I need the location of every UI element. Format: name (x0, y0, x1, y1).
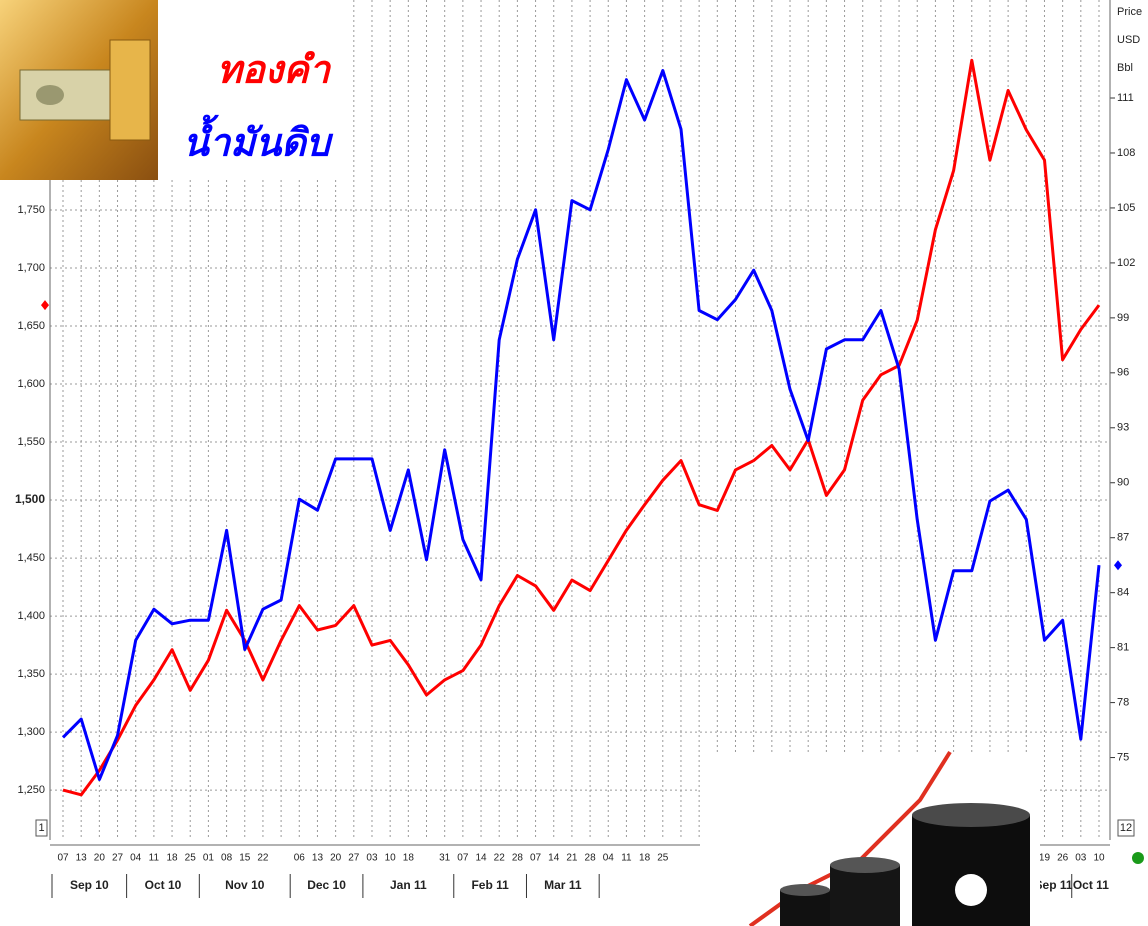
y2-tick-label: 75 (1117, 751, 1129, 763)
month-label: Oct 10 (145, 878, 182, 892)
y2-tick-label: 111 (1117, 92, 1134, 104)
x-tick-label: 18 (166, 853, 178, 864)
y2-tick-label: 108 (1117, 147, 1135, 159)
y2-axis-label: Price (1117, 6, 1142, 18)
x-tick-label: 18 (403, 853, 415, 864)
x-tick-label: 11 (149, 853, 160, 864)
month-label: Oct 11 (1073, 878, 1109, 892)
x-tick-label: 31 (439, 853, 451, 864)
x-tick-label: 04 (130, 853, 142, 864)
gold-picture (0, 0, 158, 180)
x-tick-label: 22 (494, 853, 506, 864)
corner-label: 12 (1120, 822, 1132, 834)
x-tick-label: 04 (603, 853, 615, 864)
y2-tick-label: 87 (1117, 532, 1129, 544)
x-tick-label: 20 (94, 853, 106, 864)
month-label: Mar 11 (544, 878, 582, 892)
x-tick-label: 26 (1057, 853, 1069, 864)
x-tick-label: 07 (457, 853, 469, 864)
month-label: Sep 10 (70, 878, 109, 892)
y2-tick-label: 102 (1117, 257, 1135, 269)
oil-picture (700, 752, 1040, 926)
month-label: Jan 11 (390, 878, 427, 892)
legend-gold: ทองคำ (217, 48, 332, 92)
legend-oil: น้ำมันดิบ (183, 115, 334, 165)
x-tick-label: 14 (475, 853, 487, 864)
y-tick-label: 1,650 (17, 320, 45, 332)
x-tick-label: 14 (548, 853, 560, 864)
x-tick-label: 13 (312, 853, 324, 864)
x-tick-label: 25 (657, 853, 669, 864)
x-tick-label: 25 (185, 853, 197, 864)
x-tick-label: 21 (566, 853, 578, 864)
y-tick-label: 1,700 (17, 262, 45, 274)
y2-tick-label: 105 (1117, 202, 1135, 214)
x-tick-label: 03 (366, 853, 378, 864)
x-tick-label: 27 (112, 853, 124, 864)
month-label: Nov 10 (225, 878, 265, 892)
x-tick-label: 28 (585, 853, 597, 864)
x-tick-label: 28 (512, 853, 524, 864)
x-tick-label: 08 (221, 853, 233, 864)
y2-tick-label: 93 (1117, 422, 1129, 434)
y-tick-label: 1,400 (17, 610, 45, 622)
x-tick-label: 10 (385, 853, 397, 864)
y2-tick-label: 81 (1117, 642, 1129, 654)
y-tick-label: 1,450 (17, 552, 45, 564)
y-tick-label: 1,600 (17, 378, 45, 390)
status-dot (1132, 852, 1144, 864)
x-tick-label: 01 (203, 853, 215, 864)
y2-tick-label: 84 (1117, 587, 1129, 599)
x-tick-label: 07 (57, 853, 69, 864)
month-label: Sep 11 (1035, 878, 1073, 892)
y2-axis-label: Bbl (1117, 62, 1133, 74)
x-tick-label: 11 (621, 853, 632, 864)
x-tick-label: 27 (348, 853, 360, 864)
month-label: Dec 10 (307, 878, 346, 892)
x-tick-label: 19 (1039, 853, 1051, 864)
y-tick-label: 1,350 (17, 668, 45, 680)
x-tick-label: 18 (639, 853, 651, 864)
y2-tick-label: 90 (1117, 477, 1129, 489)
y-tick-label: 1,500 (15, 492, 45, 506)
x-tick-label: 13 (76, 853, 88, 864)
y-tick-label: 1,550 (17, 436, 45, 448)
x-tick-label: 22 (257, 853, 269, 864)
corner-label: 1 (38, 822, 44, 834)
y2-axis-label: USD (1117, 34, 1140, 46)
x-tick-label: 07 (530, 853, 542, 864)
y2-tick-label: 99 (1117, 312, 1129, 324)
y2-tick-label: 96 (1117, 367, 1129, 379)
y-tick-label: 1,250 (17, 784, 45, 796)
x-tick-label: 10 (1093, 853, 1105, 864)
y2-tick-label: 78 (1117, 697, 1129, 709)
month-label: Feb 11 (471, 878, 509, 892)
x-tick-label: 06 (294, 853, 306, 864)
x-tick-label: 03 (1075, 853, 1087, 864)
chart: 1,250 1,300 1,350 1,400 1,450 1,500 1,550 1,600… (0, 0, 1148, 926)
y-tick-label: 1,300 (17, 726, 45, 738)
y-tick-label: 1,750 (17, 204, 45, 216)
x-tick-label: 20 (330, 853, 342, 864)
x-tick-label: 15 (239, 853, 251, 864)
